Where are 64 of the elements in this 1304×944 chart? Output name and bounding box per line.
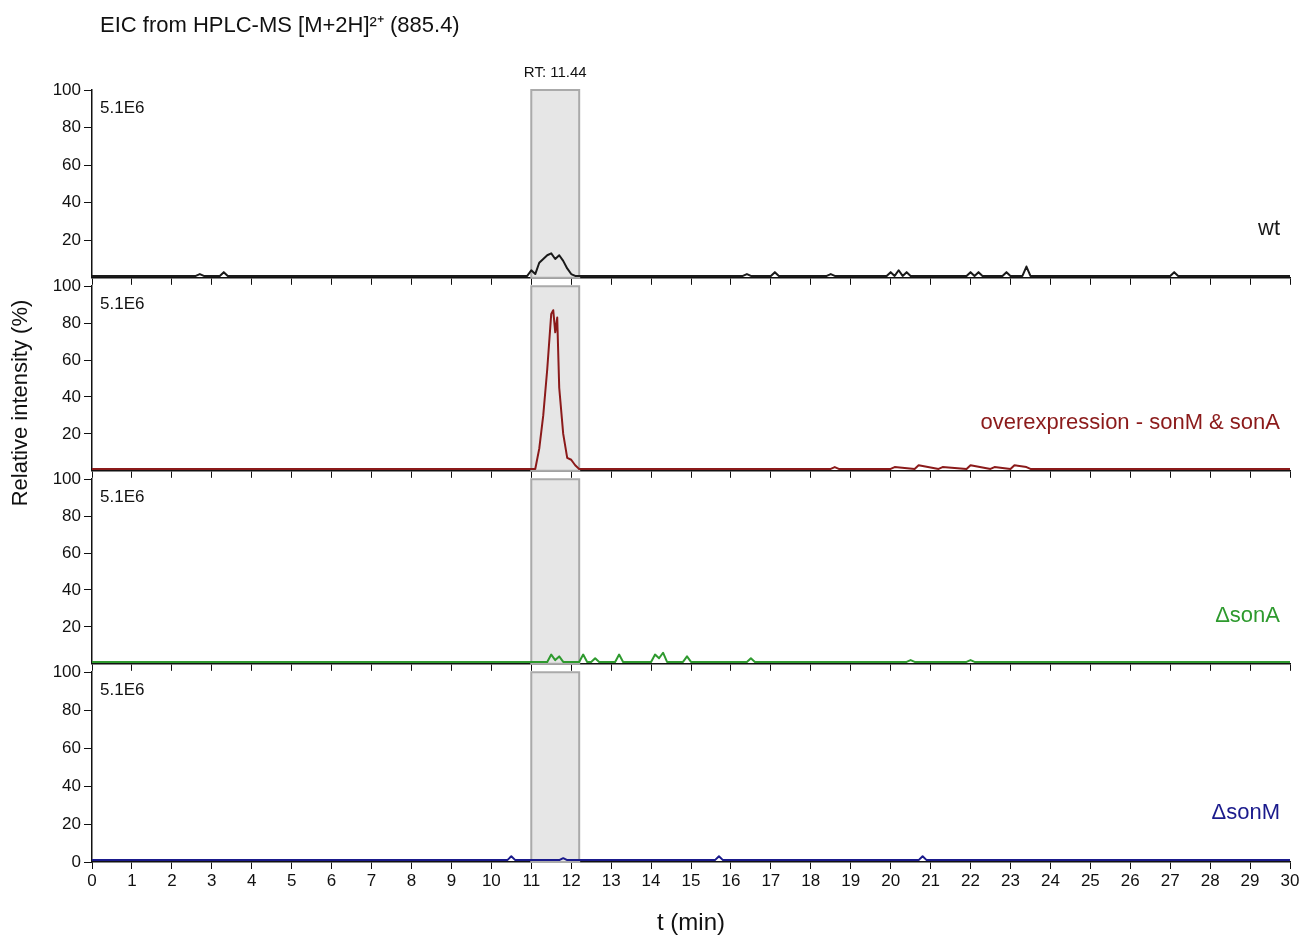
x-tick-label: 14: [641, 870, 661, 890]
annotation: 5.1E6: [100, 680, 145, 700]
annotation: 5.1E6: [100, 98, 145, 118]
chart-title: EIC from HPLC-MS [M+2H]²⁺ (885.4): [100, 11, 460, 38]
y-tick-label: 40: [62, 192, 81, 212]
y-tick-label: 60: [62, 154, 81, 174]
x-tick-label: 29: [1240, 870, 1260, 890]
x-tick-label: 10: [481, 870, 501, 890]
x-tick-label: 12: [561, 870, 581, 890]
x-tick-label: 3: [207, 870, 217, 890]
x-tick-label: 0: [87, 870, 97, 890]
y-tick-label: 20: [62, 423, 81, 443]
series-label: overexpression - sonM & sonA: [980, 408, 1281, 434]
series-label: ΔsonM: [1211, 798, 1280, 824]
x-tick-label: 1: [127, 870, 137, 890]
x-tick-label: 28: [1200, 870, 1220, 890]
y-tick-label: 100: [52, 661, 81, 681]
series-label: ΔsonA: [1215, 601, 1281, 627]
x-tick-label: 26: [1120, 870, 1140, 890]
x-tick-label: 16: [721, 870, 741, 890]
y-tick-label: 20: [62, 813, 81, 833]
y-tick-label: 20: [62, 229, 81, 249]
x-tick-label: 8: [406, 870, 417, 890]
y-axis-title: Relative intensity (%): [7, 298, 33, 508]
y-tick-label: 80: [62, 699, 81, 719]
x-tick-label: 4: [247, 870, 257, 890]
x-tick-label: 20: [881, 870, 901, 890]
annotation: 5.1E6: [100, 487, 145, 507]
x-tick-label: 21: [921, 870, 941, 890]
y-tick-label: 100: [52, 79, 81, 99]
y-tick-label: 80: [62, 312, 81, 332]
band-label: RT: 11.44: [523, 62, 587, 80]
x-tick-label: 11: [522, 870, 541, 890]
x-tick-label: 27: [1160, 870, 1180, 890]
y-tick-label: 40: [62, 579, 81, 599]
y-tick-label: 20: [62, 616, 81, 636]
y-tick-label: 40: [62, 386, 81, 406]
y-tick-label: 100: [52, 468, 81, 488]
x-tick-label: 17: [761, 870, 781, 890]
x-tick-label: 19: [841, 870, 861, 890]
x-tick-label: 13: [601, 870, 621, 890]
series-label: wt: [1257, 215, 1280, 241]
y-tick-label: 60: [62, 542, 81, 562]
annotation: 5.1E6: [100, 294, 145, 314]
x-tick-label: 15: [681, 870, 701, 890]
x-axis-title: t (min): [657, 908, 725, 936]
y-tick-label: 60: [62, 349, 81, 369]
x-tick-label: 30: [1280, 870, 1300, 890]
x-tick-label: 9: [446, 870, 457, 890]
y-tick-label: 100: [52, 275, 81, 295]
x-tick-label: 2: [167, 870, 177, 890]
x-tick-label: 24: [1040, 870, 1060, 890]
y-tick-label: 80: [62, 505, 81, 525]
y-tick-label: 60: [62, 737, 81, 757]
x-tick-label: 18: [801, 870, 821, 890]
y-tick-label: 0: [71, 851, 81, 871]
y-tick-label: 80: [62, 117, 81, 137]
x-tick-label: 6: [326, 870, 337, 890]
x-tick-label: 22: [961, 870, 980, 890]
x-tick-label: 5: [286, 870, 297, 890]
x-tick-label: 7: [366, 870, 377, 890]
x-tick-label: 23: [1001, 870, 1020, 890]
y-tick-label: 40: [62, 775, 81, 795]
x-tick-label: 25: [1080, 870, 1100, 890]
